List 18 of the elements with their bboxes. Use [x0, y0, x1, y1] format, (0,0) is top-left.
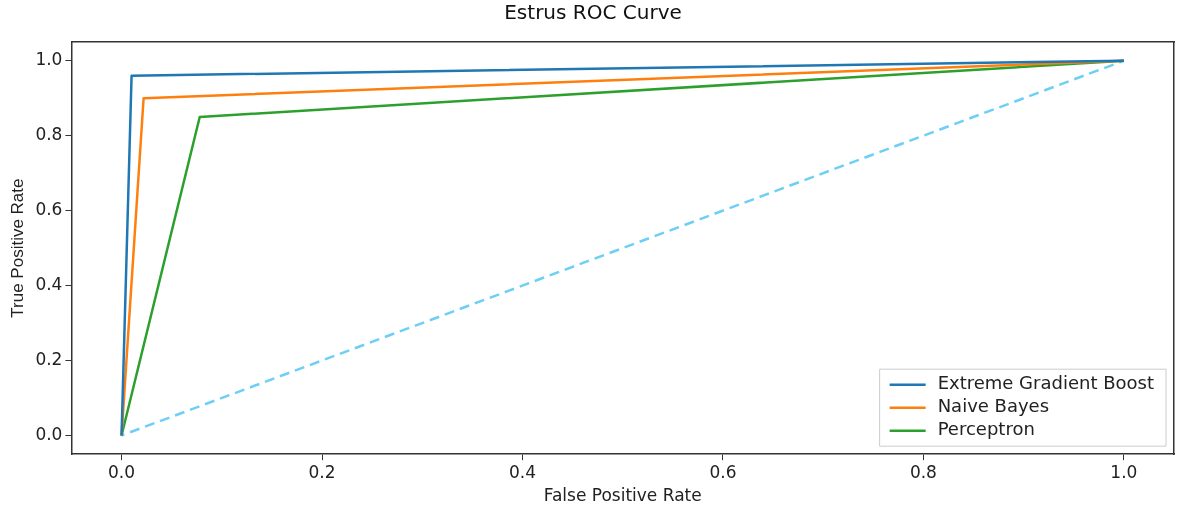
x-tick-label: 0.0 [108, 461, 136, 482]
legend-label: Naive Bayes [937, 395, 1050, 417]
x-tick-label: 0.4 [508, 461, 537, 482]
y-tick-label: 1.0 [35, 49, 63, 70]
chart-title: Estrus ROC Curve [504, 0, 682, 25]
y-tick-label: 0.0 [35, 423, 63, 444]
y-tick-label: 0.2 [35, 348, 63, 369]
legend-label: Perceptron [937, 418, 1035, 440]
x-axis-title: False Positive Rate [543, 485, 702, 506]
x-tick-label: 0.2 [308, 461, 336, 482]
y-tick-label: 0.4 [35, 273, 63, 294]
x-tick-label: 0.6 [709, 461, 737, 482]
x-tick-label: 1.0 [1110, 461, 1138, 482]
y-tick-label: 0.8 [35, 124, 63, 145]
legend-label: Extreme Gradient Boost [937, 372, 1155, 394]
x-tick-label: 0.8 [909, 461, 937, 482]
y-tick-label: 0.6 [35, 199, 63, 220]
y-axis-title: True Positive Rate [7, 178, 27, 318]
